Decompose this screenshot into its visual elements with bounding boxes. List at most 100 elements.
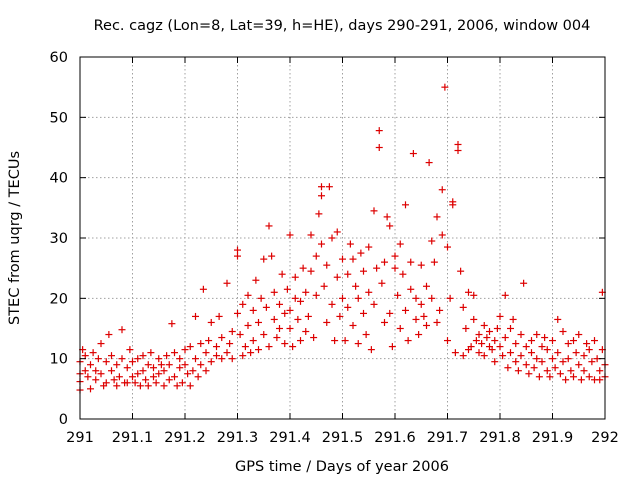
grid — [80, 57, 605, 419]
points — [76, 83, 609, 394]
data-point — [310, 334, 318, 342]
y-tick-label: 10 — [50, 352, 68, 368]
data-point — [136, 382, 144, 390]
data-point — [325, 183, 333, 191]
data-point — [323, 261, 331, 269]
data-point — [333, 273, 341, 281]
data-point — [244, 321, 252, 329]
data-point — [304, 312, 312, 320]
data-point — [147, 349, 155, 357]
data-point — [433, 318, 441, 326]
data-point — [591, 337, 598, 345]
data-point — [297, 337, 304, 345]
data-point — [564, 340, 572, 348]
data-point — [281, 309, 289, 317]
data-point — [509, 315, 517, 323]
data-point — [92, 376, 100, 384]
data-point — [207, 318, 215, 326]
data-point — [186, 343, 194, 351]
data-point — [126, 346, 134, 354]
data-point — [150, 364, 157, 372]
data-point — [470, 315, 478, 323]
data-point — [423, 282, 430, 290]
data-point — [391, 264, 399, 272]
data-point — [572, 349, 580, 357]
data-point — [281, 340, 289, 348]
data-point — [265, 343, 273, 351]
x-tick-label: 291.5 — [322, 430, 364, 446]
data-point — [273, 334, 281, 342]
data-point — [213, 343, 220, 351]
data-point — [478, 340, 486, 348]
data-point — [354, 340, 362, 348]
data-point — [168, 320, 176, 328]
data-point — [480, 321, 488, 329]
data-point — [234, 309, 241, 317]
data-point — [318, 240, 325, 248]
data-point — [402, 201, 409, 209]
data-point — [444, 243, 451, 251]
data-point — [415, 331, 423, 339]
data-point — [407, 285, 415, 293]
data-point — [278, 270, 286, 278]
data-point — [144, 382, 152, 390]
data-point — [365, 288, 373, 296]
data-point — [283, 285, 291, 293]
data-point — [407, 258, 415, 266]
data-point — [194, 373, 202, 381]
data-point — [142, 376, 150, 384]
data-point — [234, 246, 241, 254]
data-point — [483, 334, 491, 342]
data-point — [362, 331, 370, 339]
data-point — [139, 367, 147, 375]
data-point — [299, 264, 307, 272]
y-tick-label: 0 — [59, 412, 68, 428]
data-point — [239, 300, 247, 308]
data-point — [543, 367, 551, 375]
data-point — [507, 349, 514, 357]
data-point — [257, 294, 265, 302]
data-point — [470, 291, 478, 299]
data-point — [373, 264, 381, 272]
data-point — [575, 361, 583, 369]
data-point — [213, 352, 220, 360]
data-point — [449, 201, 457, 209]
data-point — [433, 213, 441, 221]
data-point — [81, 352, 89, 360]
data-point — [457, 267, 465, 275]
data-point — [383, 213, 391, 221]
data-point — [404, 337, 412, 345]
data-point — [163, 352, 171, 360]
data-point — [546, 373, 554, 381]
data-point — [438, 186, 446, 194]
data-point — [541, 334, 549, 342]
data-point — [402, 306, 409, 314]
data-point — [197, 340, 205, 348]
x-tick-label: 291.6 — [374, 430, 416, 446]
data-point — [349, 255, 357, 263]
data-point — [391, 252, 399, 260]
data-point — [218, 334, 226, 342]
data-point — [252, 276, 260, 284]
data-point — [585, 373, 593, 381]
data-point — [260, 331, 268, 339]
data-point — [420, 312, 428, 320]
data-point — [186, 382, 194, 390]
data-point — [181, 346, 189, 354]
data-point — [302, 328, 310, 336]
data-point — [228, 355, 236, 363]
data-point — [244, 291, 252, 299]
data-point — [178, 379, 186, 387]
data-point — [176, 364, 184, 372]
data-point — [118, 326, 126, 334]
data-point — [514, 367, 522, 375]
data-point — [270, 288, 278, 296]
data-point — [465, 288, 472, 296]
data-point — [286, 325, 294, 332]
data-point — [108, 352, 115, 360]
data-point — [538, 343, 546, 351]
data-point — [370, 300, 378, 308]
data-point — [381, 258, 388, 266]
data-point — [202, 349, 210, 357]
data-point — [134, 370, 142, 378]
